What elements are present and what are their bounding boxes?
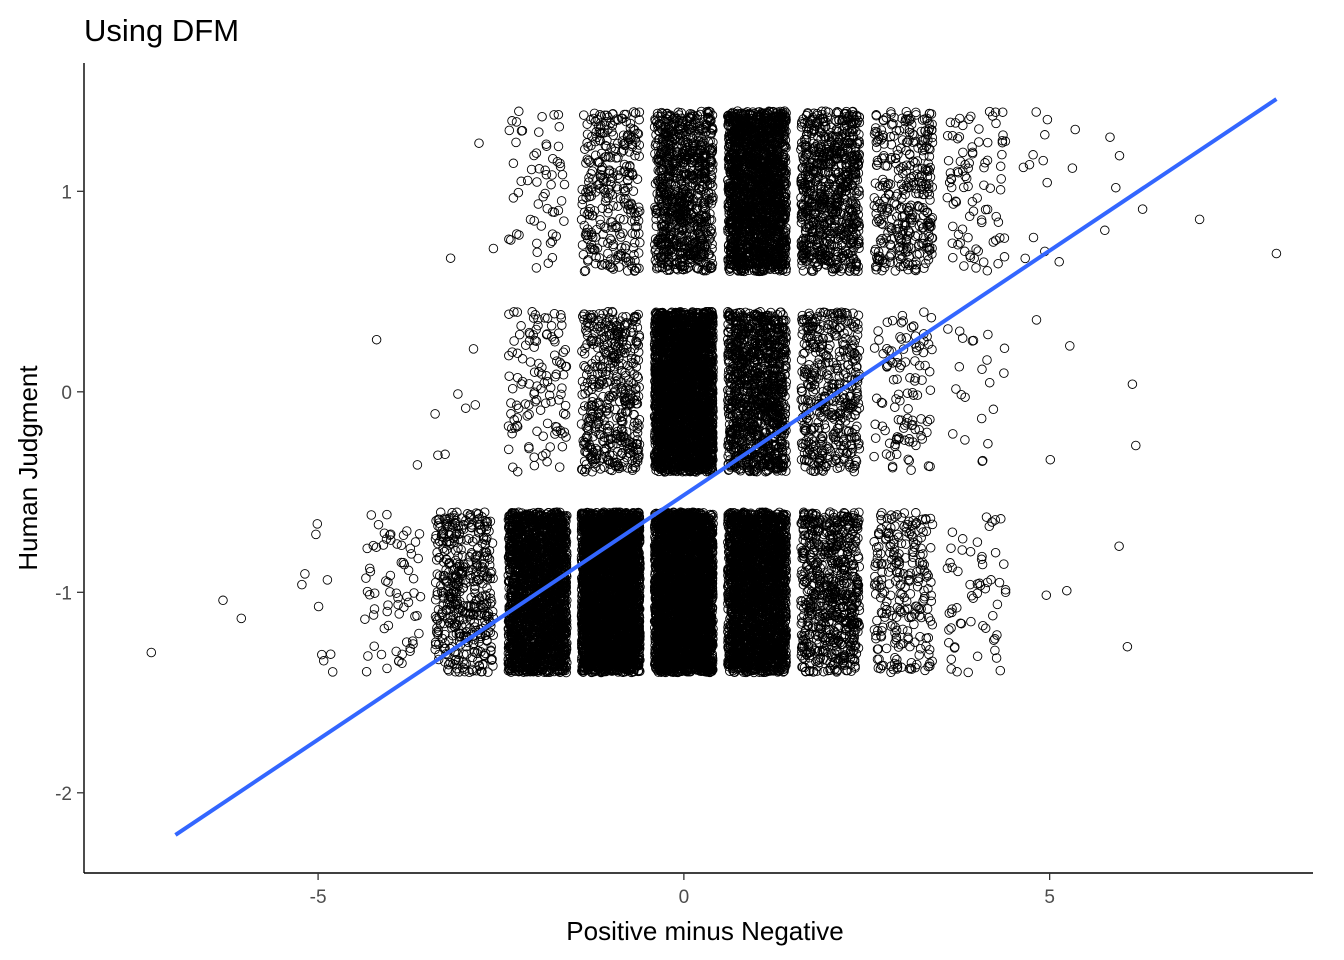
chart-title: Using DFM	[84, 13, 239, 48]
data-points	[146, 106, 1282, 678]
